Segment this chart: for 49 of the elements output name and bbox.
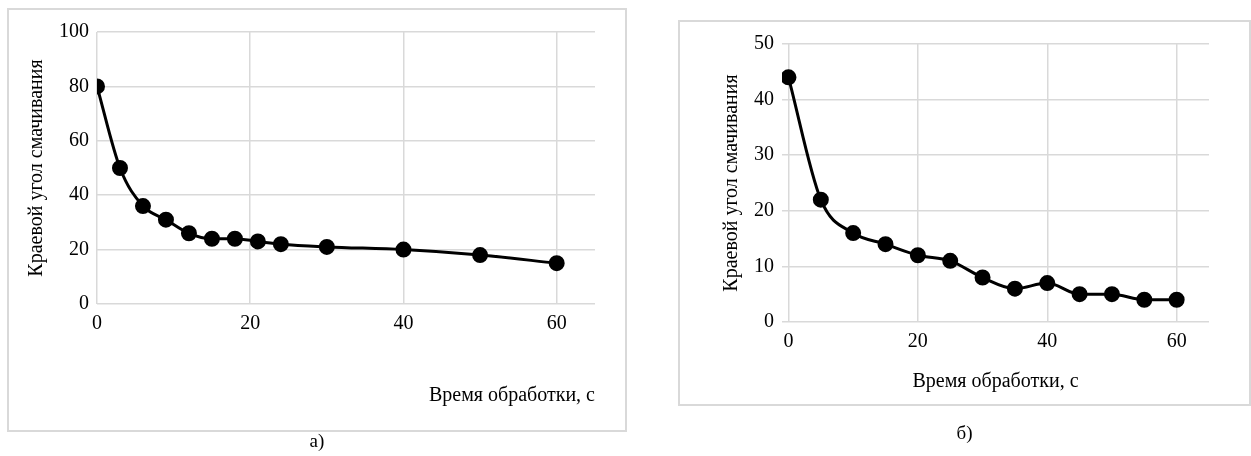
- point: [318, 238, 335, 255]
- x-tick-label: 0: [783, 329, 794, 352]
- y-tick-label: 80: [69, 73, 89, 96]
- x-axis-title: Время обработки, с: [912, 369, 1079, 393]
- point: [877, 236, 894, 253]
- y-tick-label: 0: [79, 291, 89, 314]
- x-tick-label: 20: [240, 311, 261, 334]
- x-tick-label: 40: [393, 311, 414, 334]
- y-tick-label: 50: [754, 31, 774, 54]
- point: [909, 247, 926, 264]
- y-axis-title: Краевой угол смачивания: [24, 59, 48, 277]
- point: [974, 269, 991, 286]
- point: [1039, 275, 1056, 292]
- y-tick-label: 20: [754, 198, 774, 221]
- y-tick-label: 100: [59, 19, 89, 42]
- point: [845, 225, 862, 242]
- point: [134, 198, 151, 215]
- point: [226, 230, 243, 247]
- y-tick-label: 60: [69, 128, 89, 151]
- x-tick-label: 60: [546, 311, 567, 334]
- point: [1071, 286, 1088, 303]
- point: [1103, 286, 1120, 303]
- point: [203, 230, 220, 247]
- point: [1136, 291, 1153, 308]
- point: [157, 211, 174, 228]
- point: [395, 241, 412, 258]
- text: б): [955, 422, 974, 444]
- y-tick-label: 40: [754, 86, 774, 109]
- point: [812, 191, 829, 208]
- point: [1168, 291, 1185, 308]
- x-tick-label: 40: [1037, 329, 1058, 352]
- point: [111, 160, 128, 176]
- y-tick-label: 10: [754, 253, 774, 276]
- point: [942, 252, 959, 269]
- point: [249, 233, 266, 250]
- x-tick-label: 60: [1166, 329, 1187, 352]
- point: [782, 69, 797, 86]
- y-tick-label: 30: [754, 142, 774, 165]
- y-axis-title: Краевой угол смачивания: [719, 74, 743, 292]
- y-tick-label: 40: [69, 182, 89, 205]
- text: а): [308, 430, 326, 452]
- point: [472, 247, 489, 264]
- point: [1006, 280, 1023, 297]
- point: [180, 225, 197, 242]
- y-tick-label: 20: [69, 236, 89, 259]
- point: [548, 255, 565, 272]
- x-tick-label: 20: [907, 329, 928, 352]
- x-axis-title: Время обработки, с: [428, 383, 596, 407]
- point: [272, 236, 289, 253]
